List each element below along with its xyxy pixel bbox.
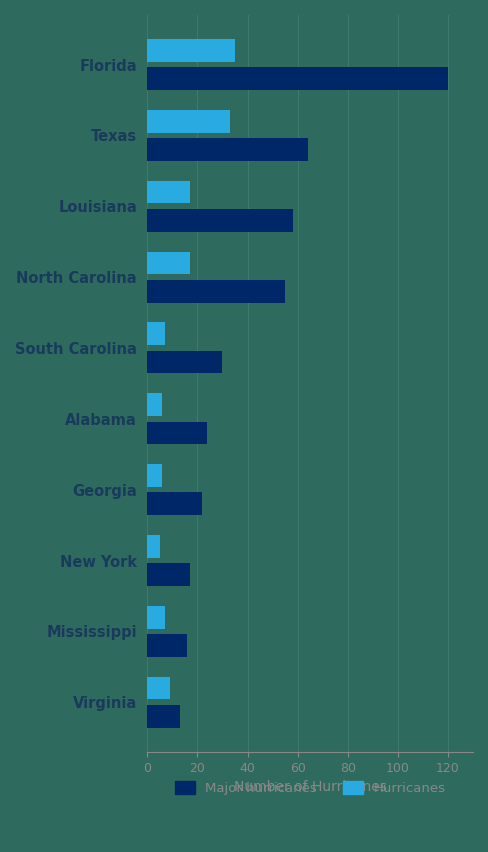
Bar xyxy=(147,280,285,302)
Bar xyxy=(147,394,163,416)
Bar xyxy=(147,181,190,204)
X-axis label: Number of Hurricanes: Number of Hurricanes xyxy=(234,780,386,794)
Bar xyxy=(147,110,230,133)
Bar xyxy=(147,535,160,558)
Bar xyxy=(147,492,203,515)
Bar xyxy=(147,351,223,373)
Bar xyxy=(147,422,207,445)
Bar xyxy=(147,322,165,345)
Legend: Major hurricanes, Hurricanes: Major hurricanes, Hurricanes xyxy=(169,775,451,801)
Bar xyxy=(147,39,235,61)
Bar xyxy=(147,606,165,629)
Bar xyxy=(147,464,163,486)
Bar xyxy=(147,705,180,728)
Bar xyxy=(147,634,187,657)
Bar xyxy=(147,251,190,274)
Bar xyxy=(147,67,448,90)
Bar xyxy=(147,563,190,586)
Bar xyxy=(147,138,307,161)
Bar xyxy=(147,209,293,232)
Bar xyxy=(147,676,170,699)
